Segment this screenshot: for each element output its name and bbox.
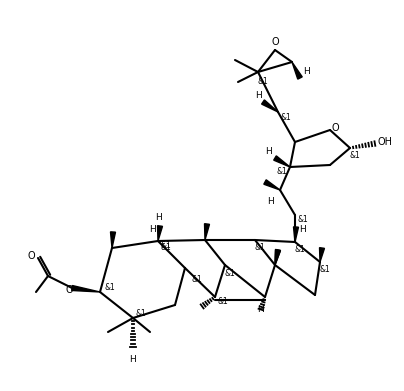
Text: H: H (265, 147, 271, 156)
Text: &1: &1 (161, 242, 171, 251)
Polygon shape (111, 232, 116, 248)
Polygon shape (292, 62, 302, 79)
Text: H: H (300, 226, 306, 235)
Polygon shape (275, 249, 280, 265)
Text: &1: &1 (161, 244, 171, 253)
Polygon shape (293, 227, 299, 242)
Polygon shape (204, 224, 210, 240)
Text: &1: &1 (255, 244, 265, 253)
Polygon shape (320, 248, 324, 262)
Text: &1: &1 (105, 283, 116, 292)
Polygon shape (158, 226, 162, 241)
Text: &1: &1 (320, 265, 330, 274)
Text: &1: &1 (349, 151, 360, 160)
Text: &1: &1 (298, 215, 308, 224)
Text: &1: &1 (218, 298, 228, 307)
Polygon shape (262, 100, 278, 112)
Text: H: H (267, 197, 274, 206)
Text: H: H (156, 213, 162, 222)
Text: &1: &1 (295, 246, 305, 255)
Text: H: H (255, 91, 261, 100)
Text: O: O (331, 123, 339, 133)
Text: &1: &1 (258, 77, 268, 86)
Text: H: H (149, 226, 156, 235)
Text: &1: &1 (225, 269, 236, 278)
Text: H: H (128, 355, 135, 364)
Text: O: O (271, 37, 279, 47)
Text: OH: OH (377, 137, 393, 147)
Text: &1: &1 (277, 167, 287, 176)
Text: &1: &1 (191, 276, 202, 285)
Polygon shape (72, 285, 100, 292)
Text: &1: &1 (281, 113, 291, 122)
Text: &1: &1 (136, 308, 146, 317)
Polygon shape (274, 156, 290, 167)
Polygon shape (264, 180, 280, 190)
Polygon shape (275, 249, 280, 265)
Text: O: O (65, 285, 73, 295)
Text: H: H (303, 68, 309, 77)
Text: O: O (27, 251, 35, 261)
Text: H: H (257, 305, 263, 314)
